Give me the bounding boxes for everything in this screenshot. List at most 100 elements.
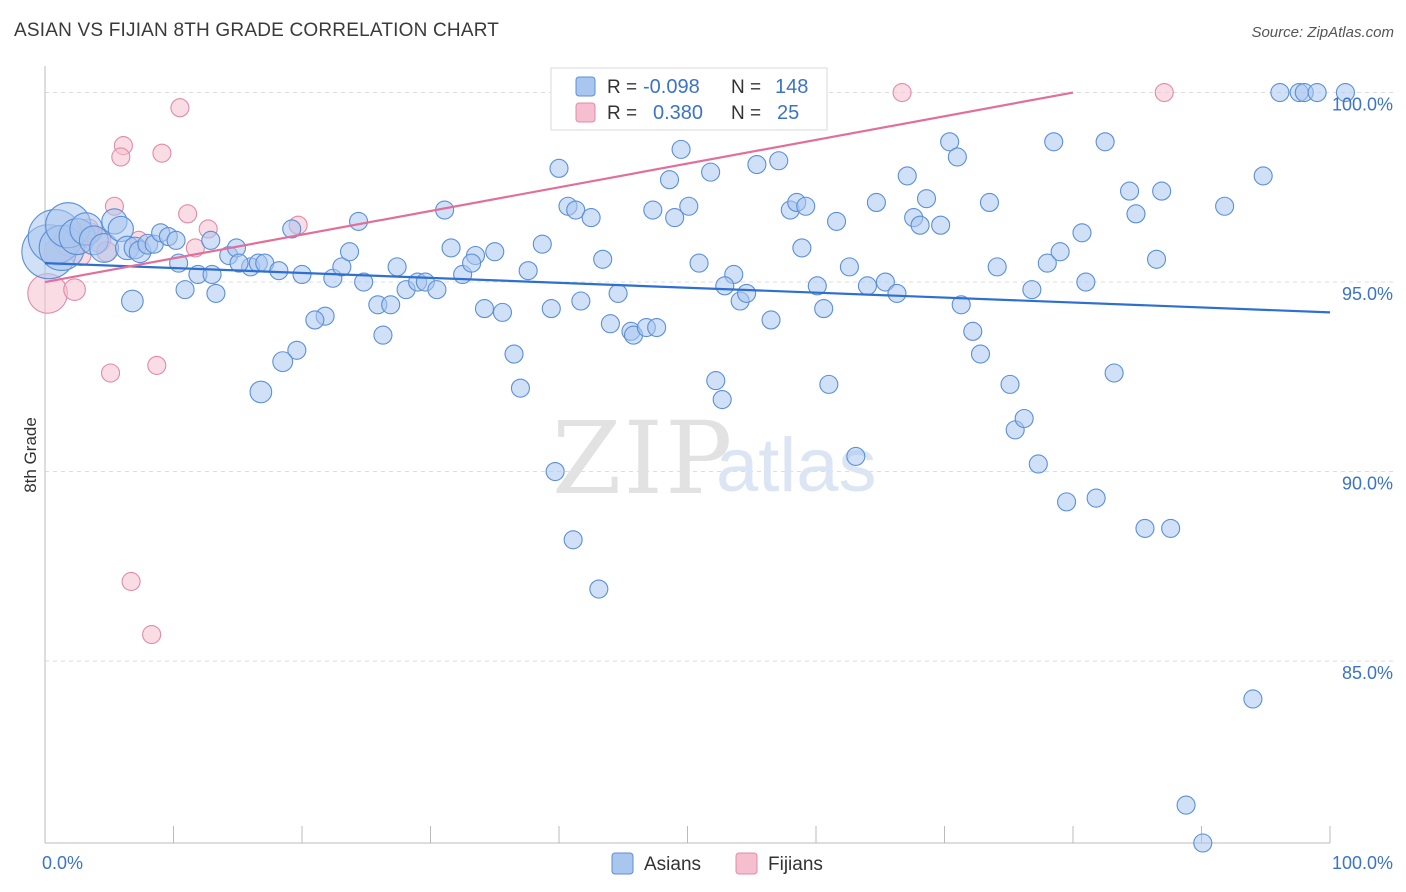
asian-point [387, 257, 407, 277]
x-tick-label-min: 0.0% [42, 853, 83, 873]
asian-point [462, 253, 482, 273]
legend-swatch-asians [575, 76, 596, 97]
asian-point [1076, 272, 1096, 292]
asian-point [373, 325, 393, 345]
asian-point [354, 272, 374, 292]
asian-point [1335, 82, 1355, 103]
fijian-point [178, 204, 198, 224]
asian-point [827, 211, 847, 231]
fijian-trend-line [44, 91, 1074, 284]
source-credit: Source: ZipAtlas.com [1251, 24, 1394, 41]
asian-point [715, 276, 735, 296]
asian-point [679, 196, 699, 216]
asian-point [282, 219, 302, 239]
asian-point [643, 200, 663, 220]
asian-point [916, 189, 937, 209]
asian-point [846, 446, 866, 466]
legend-bottom: Asians Fijians [611, 852, 823, 875]
legend-bottom-label-fijians: Fijians [768, 854, 823, 875]
watermark-zip: ZIP [552, 400, 734, 517]
fijian-points [27, 82, 1174, 645]
asian-point [510, 378, 531, 398]
asian-point [963, 321, 983, 341]
asian-point [819, 374, 839, 394]
asian-point [545, 462, 565, 482]
asian-point [910, 215, 930, 235]
asian-point [665, 208, 685, 228]
y-tick-labels: 85.0% 90.0% 95.0% 100.0% [1332, 95, 1393, 684]
asian-point [1119, 181, 1140, 201]
watermark-atlas: atlas [716, 423, 877, 508]
asian-point [175, 280, 195, 300]
asian-point [1176, 795, 1196, 815]
asian-point [532, 234, 552, 254]
asian-point [339, 242, 360, 262]
asian-point [839, 257, 859, 277]
y-axis-title: 8th Grade [21, 417, 40, 493]
asian-point [427, 280, 447, 300]
fijian-point [63, 278, 86, 301]
asian-point [1243, 689, 1263, 709]
asian-point [814, 299, 834, 319]
asian-point [381, 295, 401, 315]
asian-point [1014, 408, 1034, 429]
asian-point [887, 283, 907, 303]
y-tick-label: 100.0% [1332, 95, 1393, 115]
asian-point [689, 253, 709, 273]
asian-point [121, 289, 144, 313]
asian-point [1095, 132, 1115, 152]
asian-point [931, 215, 951, 235]
asian-point [875, 272, 895, 292]
asian-point [761, 310, 781, 330]
asian-point [747, 154, 767, 175]
asian-point [1072, 223, 1092, 243]
legend-r-label-asians: R = [607, 77, 637, 98]
asian-point [571, 291, 591, 311]
asian-point [332, 257, 352, 277]
asian-point [1126, 204, 1146, 224]
asian-point [504, 344, 524, 364]
fijian-point [111, 147, 131, 167]
asian-point [272, 351, 294, 373]
asian-point [348, 211, 369, 231]
asian-point [970, 344, 991, 364]
y-tick-label: 90.0% [1342, 474, 1393, 494]
asian-point [563, 530, 583, 550]
asian-point [566, 200, 586, 220]
asian-point [1253, 166, 1273, 186]
asian-points [21, 82, 1355, 853]
fijian-point [1154, 82, 1174, 103]
asian-point [269, 261, 289, 281]
legend-r-value-asians: -0.098 [643, 76, 700, 98]
asian-point [549, 158, 569, 178]
asian-point [737, 283, 757, 303]
asian-point [807, 276, 827, 296]
legend-r-value-fijians: 0.380 [653, 102, 703, 124]
fijian-point [142, 624, 162, 645]
asian-point [1270, 82, 1290, 103]
axes [44, 66, 1331, 844]
asian-point [206, 283, 226, 303]
asian-point [769, 151, 789, 171]
asian-point [940, 132, 960, 152]
asian-point [1135, 518, 1155, 538]
asian-point [485, 242, 505, 262]
asian-point [1215, 196, 1235, 216]
asian-point [951, 295, 971, 315]
asian-point [897, 166, 917, 186]
asian-point [857, 276, 877, 296]
asian-point [600, 314, 620, 334]
legend-n-label-fijians: N = [731, 103, 761, 124]
legend-n-value-asians: 148 [775, 76, 808, 98]
fijian-point [170, 98, 190, 118]
asian-point [287, 340, 307, 360]
legend-bottom-label-asians: Asians [644, 854, 701, 875]
fijian-point [100, 363, 121, 383]
asian-point [647, 317, 667, 338]
asian-point [1050, 242, 1070, 262]
legend-swatch-fijians [575, 102, 596, 123]
legend-bottom-swatch-fijians [735, 852, 758, 875]
asian-point [1044, 132, 1064, 152]
asian-point [441, 238, 461, 258]
asian-point [1152, 181, 1172, 201]
